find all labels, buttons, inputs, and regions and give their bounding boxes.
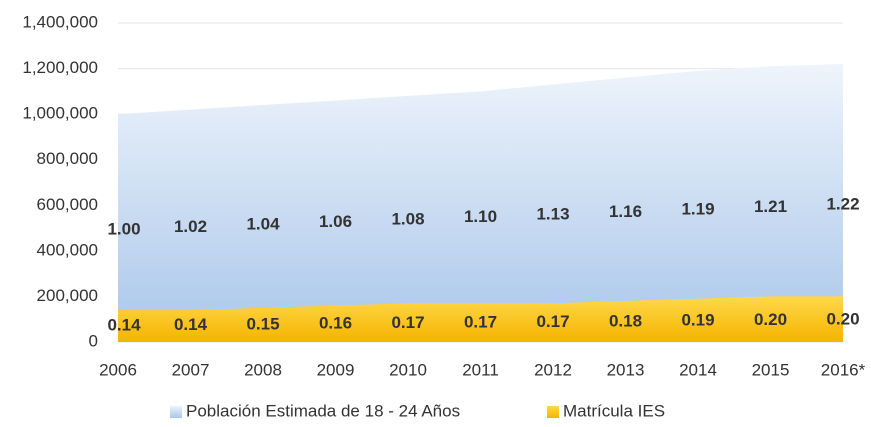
y-tick-label: 1,000,000 xyxy=(22,104,98,123)
legend-label: Población Estimada de 18 - 24 Años xyxy=(186,401,460,420)
data-label: 1.08 xyxy=(391,209,424,228)
data-label: 1.06 xyxy=(319,212,352,231)
x-tick-label: 2007 xyxy=(172,360,210,379)
legend-label: Matrícula IES xyxy=(563,401,665,420)
y-tick-label: 1,200,000 xyxy=(22,58,98,77)
data-label: 1.10 xyxy=(464,207,497,226)
data-label: 1.19 xyxy=(681,199,714,218)
x-tick-label: 2012 xyxy=(534,360,572,379)
data-label: 1.02 xyxy=(174,217,207,236)
data-label: 0.17 xyxy=(464,312,497,331)
data-label: 0.16 xyxy=(319,314,352,333)
y-tick-label: 600,000 xyxy=(37,195,98,214)
x-tick-label: 2015 xyxy=(752,360,790,379)
y-tick-label: 200,000 xyxy=(37,286,98,305)
data-label: 0.20 xyxy=(754,310,787,329)
data-label: 0.14 xyxy=(174,315,208,334)
x-tick-label: 2016* xyxy=(821,360,866,379)
legend-swatch xyxy=(547,406,559,418)
data-label: 0.19 xyxy=(681,311,714,330)
data-label: 0.14 xyxy=(107,315,141,334)
data-label: 0.17 xyxy=(391,313,424,332)
y-tick-label: 1,400,000 xyxy=(22,12,98,31)
x-tick-label: 2010 xyxy=(389,360,427,379)
x-tick-label: 2009 xyxy=(317,360,355,379)
x-tick-label: 2006 xyxy=(99,360,137,379)
data-label: 0.15 xyxy=(246,314,279,333)
data-label: 0.17 xyxy=(536,312,569,331)
y-tick-label: 400,000 xyxy=(37,240,98,259)
data-label: 1.13 xyxy=(536,204,569,223)
x-tick-label: 2014 xyxy=(679,360,717,379)
area xyxy=(118,64,843,342)
legend-swatch xyxy=(170,406,182,418)
data-label: 0.20 xyxy=(826,309,859,328)
x-tick-label: 2008 xyxy=(244,360,282,379)
x-tick-label: 2013 xyxy=(607,360,645,379)
data-label: 1.21 xyxy=(754,197,787,216)
area xyxy=(118,296,843,342)
data-label: 0.18 xyxy=(609,311,642,330)
data-label: 1.22 xyxy=(826,194,859,213)
y-tick-label: 800,000 xyxy=(37,149,98,168)
y-tick-label: 0 xyxy=(89,331,98,350)
x-tick-label: 2011 xyxy=(462,360,499,379)
data-label: 1.04 xyxy=(246,214,280,233)
data-label: 1.16 xyxy=(609,202,642,221)
data-label: 1.00 xyxy=(107,219,140,238)
